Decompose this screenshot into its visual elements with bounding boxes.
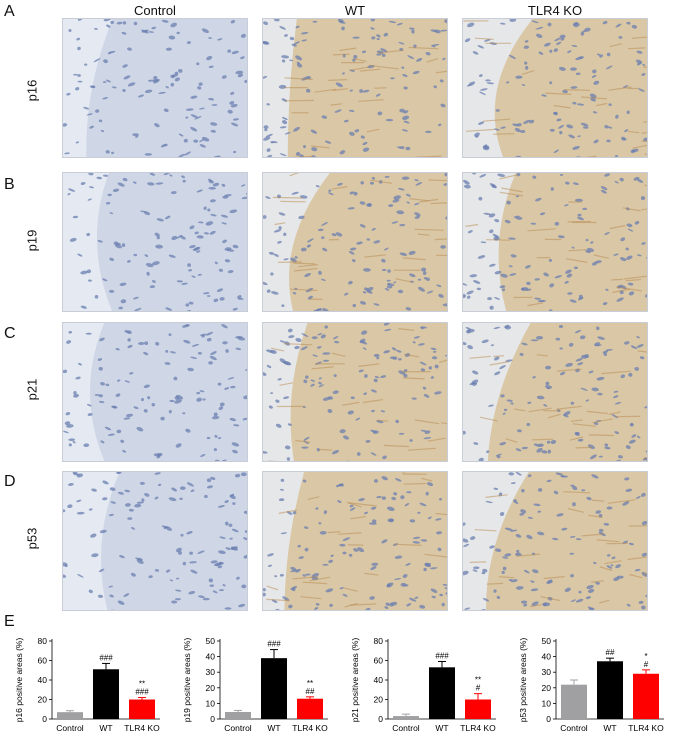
column-header-control: Control [134,3,176,18]
bar-tlr4ko [129,699,155,719]
x-tick-label: Control [560,723,588,733]
y-tick-label: 40 [38,675,48,685]
y-tick-label: 30 [206,667,216,677]
significance-label: ### [435,651,449,660]
row-label-p19: p19 [24,229,40,252]
y-tick-label: 0 [210,714,215,724]
micrograph-p21-control [62,322,248,462]
significance-label: ** [307,679,313,688]
y-axis-label: p19 positive areas (%) [182,638,192,723]
row-label-p16: p16 [24,79,40,102]
y-tick-label: 0 [378,714,383,724]
micrograph-p19-wt [262,172,448,312]
micrograph-p19-tlr4ko [462,172,648,312]
x-tick-label: WT [435,723,448,733]
micrograph-p16-tlr4ko [462,18,648,158]
y-tick-label: 20 [206,683,216,693]
y-axis-label: p16 positive areas (%) [14,638,24,723]
y-tick-label: 30 [542,667,552,677]
bar-chart-p21: p21 positive areas (%) 0 20 40 60 80 Control ##… [350,635,500,748]
bar-tlr4ko [465,699,491,719]
y-tick-label: 50 [206,636,216,646]
panel-letter-e: E [4,613,15,630]
y-tick-label: 50 [542,636,552,646]
bar-wt [261,658,287,719]
micrograph-p53-tlr4ko [462,471,648,611]
micrograph-p53-control [62,471,248,611]
y-tick-label: 40 [374,675,384,685]
x-tick-label: TLR4 KO [124,723,160,733]
row-label-p21: p21 [24,378,40,401]
y-tick-label: 10 [542,698,552,708]
micrograph-p16-control [62,18,248,158]
significance-label: # [476,684,481,693]
x-tick-label: Control [392,723,420,733]
y-tick-label: 20 [38,695,48,705]
micrograph-p16-wt [262,18,448,158]
significance-label: ### [99,653,113,662]
micrograph-p19-control [62,172,248,312]
x-tick-label: TLR4 KO [292,723,328,733]
panel-letter-d: D [4,473,16,490]
significance-label: ## [306,687,315,696]
x-tick-label: TLR4 KO [460,723,496,733]
bar-chart-p53: p53 positive areas (%) 0 10 20 30 40 50 Control… [518,635,668,748]
significance-label: ** [475,676,481,685]
x-tick-label: Control [56,723,84,733]
micrograph-p53-wt [262,471,448,611]
y-axis-label: p53 positive areas (%) [518,638,528,723]
bar-wt [93,669,119,719]
y-tick-label: 20 [542,683,552,693]
y-tick-label: 0 [42,714,47,724]
bar-wt [429,667,455,719]
y-tick-label: 40 [542,652,552,662]
micrograph-p21-tlr4ko [462,322,648,462]
panel-letter-a: A [4,3,15,20]
bar-control [393,716,419,719]
bar-wt [597,661,623,719]
column-header-tlr4ko: TLR4 KO [527,3,583,18]
bar-chart-p16: p16 positive areas (%) 0 20 40 60 80 Control ##… [14,635,164,748]
x-tick-label: Control [224,723,252,733]
y-tick-label: 20 [374,695,384,705]
y-tick-label: 10 [206,698,216,708]
significance-label: ** [139,680,145,689]
significance-label: # [644,660,649,669]
panel-letter-c: C [4,325,16,342]
row-label-p53: p53 [24,527,40,550]
significance-label: ### [267,640,281,649]
y-tick-label: 0 [546,714,551,724]
micrograph-p21-wt [262,322,448,462]
x-tick-label: WT [267,723,280,733]
bar-control [561,684,587,719]
bar-chart-p19: p19 positive areas (%) 0 10 20 30 40 50 Control… [182,635,332,748]
significance-label: * [644,652,647,661]
bar-control [57,712,83,719]
x-tick-label: WT [99,723,112,733]
y-tick-label: 80 [374,636,384,646]
bar-tlr4ko [297,698,323,719]
significance-label: ### [135,688,149,697]
x-tick-label: TLR4 KO [628,723,664,733]
y-tick-label: 40 [206,652,216,662]
bar-control [225,711,251,719]
panel-letter-b: B [4,176,15,193]
x-tick-label: WT [603,723,616,733]
y-axis-label: p21 positive areas (%) [350,638,360,723]
bar-tlr4ko [633,673,659,719]
significance-label: ## [606,648,615,657]
column-header-wt: WT [344,3,366,18]
y-tick-label: 60 [38,656,48,666]
y-tick-label: 60 [374,656,384,666]
y-tick-label: 80 [38,636,48,646]
